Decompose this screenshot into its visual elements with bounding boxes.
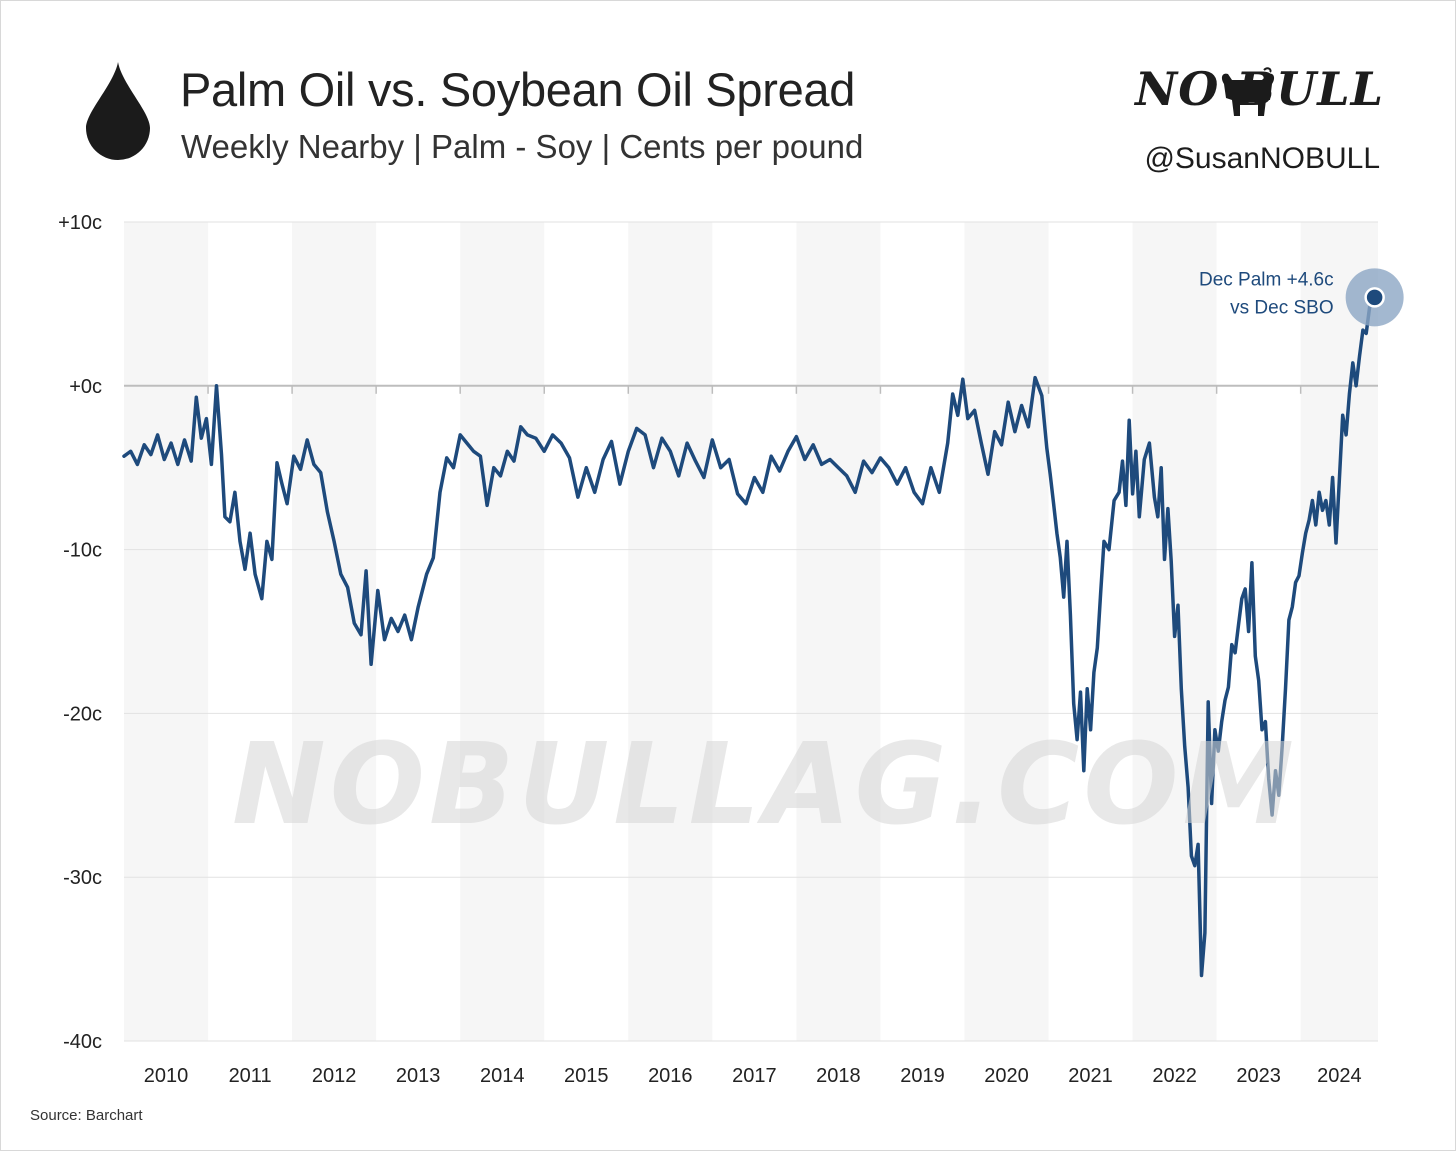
x-tick-label: 2024: [1317, 1065, 1362, 1087]
x-tick-label: 2014: [480, 1065, 525, 1087]
grid-lines: [124, 221, 1378, 1042]
x-tick-label: 2022: [1152, 1065, 1197, 1087]
y-axis: +10c +0c -10c -20c -30c -40c: [58, 212, 102, 1053]
y-tick-label: +0c: [69, 376, 102, 398]
oil-drop-icon: [86, 62, 150, 160]
bull-icon: [1221, 67, 1275, 116]
latest-point-marker: [1364, 287, 1385, 308]
y-tick-label: -40c: [63, 1031, 102, 1053]
x-tick-label: 2021: [1068, 1065, 1113, 1087]
x-tick-label: 2013: [396, 1065, 441, 1087]
year-band: [292, 222, 377, 1041]
year-band: [796, 222, 881, 1041]
x-tick-label: 2019: [900, 1065, 945, 1087]
year-band: [460, 222, 545, 1041]
y-tick-label: -20c: [63, 703, 102, 725]
x-tick-label: 2023: [1236, 1065, 1281, 1087]
year-band: [1300, 222, 1378, 1041]
x-tick-label: 2018: [816, 1065, 861, 1087]
x-axis: 2010 2011 2012 2013 2014 2015 2016 2017 2018 2019…: [144, 1065, 1362, 1087]
annotation-line-2: vs Dec SBO: [1230, 297, 1333, 318]
x-tick-label: 2020: [984, 1065, 1029, 1087]
x-tick-label: 2016: [648, 1065, 693, 1087]
spread-line: [122, 295, 1377, 978]
watermark: NOBULLAG.COM: [232, 720, 1299, 850]
x-tick-label: 2011: [229, 1065, 272, 1087]
x-tick-label: 2012: [312, 1065, 357, 1087]
x-tick-label: 2010: [144, 1065, 189, 1087]
year-band: [964, 222, 1049, 1041]
source-note: Source: Barchart: [30, 1107, 143, 1124]
year-band: [124, 222, 209, 1041]
year-bands: [124, 222, 1378, 1041]
y-tick-label: -30c: [63, 867, 102, 889]
y-tick-label: -10c: [63, 540, 102, 562]
annotation-line-1: Dec Palm +4.6c: [1199, 269, 1334, 290]
x-tick-label: 2015: [564, 1065, 609, 1087]
year-band: [628, 222, 713, 1041]
y-tick-label: +10c: [58, 212, 102, 234]
chart-subtitle: Weekly Nearby | Palm - Soy | Cents per p…: [181, 128, 864, 165]
twitter-handle: @SusanNOBULL: [1144, 142, 1380, 175]
x-tick-label: 2017: [732, 1065, 777, 1087]
chart-title: Palm Oil vs. Soybean Oil Spread: [180, 63, 856, 116]
